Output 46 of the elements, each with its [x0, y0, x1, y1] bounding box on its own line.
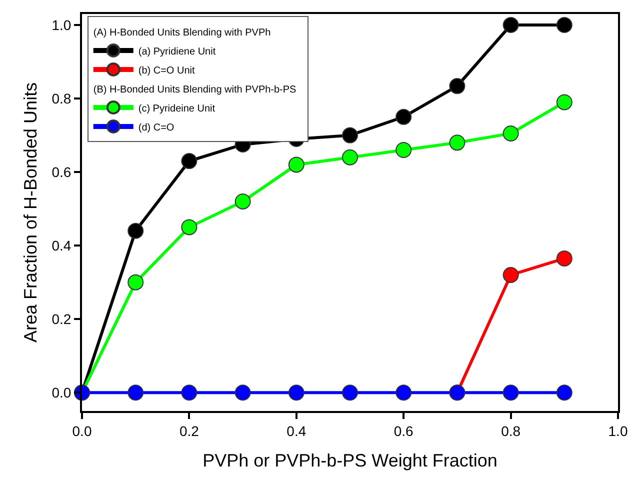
y-tick-label: 0.6: [52, 164, 72, 180]
legend-label: (d) C=O: [138, 122, 174, 134]
legend-label: (b) C=O Unit: [138, 65, 195, 76]
point: [342, 127, 358, 144]
point: [342, 149, 358, 166]
point: [128, 384, 144, 401]
y-tick-label: 0.0: [52, 384, 72, 401]
point: [342, 384, 358, 401]
x-axis-title: PVPh or PVPh-b-PS Weight Fraction: [202, 450, 498, 470]
point: [181, 219, 198, 236]
legend-title: (A) H-Bonded Units Blending with PVPh: [93, 27, 271, 38]
point: [502, 17, 519, 34]
x-tick-label: 0.2: [179, 422, 200, 439]
y-tick-label: 1.0: [52, 16, 72, 33]
point: [556, 384, 572, 401]
x-tick-label: 0.6: [394, 422, 414, 439]
annotation: (B) H-Bonded Units Blending with PVPh-b-PS: [93, 84, 297, 96]
point: [502, 266, 519, 283]
point: [502, 384, 519, 401]
point: [396, 142, 412, 158]
point: [288, 384, 304, 401]
point: [396, 384, 412, 401]
point: [556, 17, 572, 34]
point: [556, 250, 572, 266]
point: [128, 222, 144, 239]
point: [128, 274, 144, 290]
y-tick-label: 0.2: [52, 311, 72, 327]
x-tick-label: 0.0: [72, 422, 92, 439]
x-tick-label: 1.0: [608, 422, 628, 439]
point: [234, 193, 251, 210]
point: [288, 156, 304, 173]
point: [449, 134, 466, 151]
y-tick-label: 0.8: [52, 90, 72, 106]
y-tick-label: 0.4: [52, 237, 72, 254]
point: [556, 94, 572, 110]
point: [449, 78, 466, 94]
point: [502, 125, 519, 142]
x-tick-label: 0.8: [501, 422, 521, 439]
point: [181, 153, 198, 170]
legend-label: (c) Pyrideine Unit: [138, 103, 216, 114]
point: [181, 384, 198, 401]
x-tick-label: 0.4: [286, 422, 306, 439]
point: [396, 108, 412, 125]
legend-label: (a) Pyridiene Unit: [138, 46, 216, 58]
y-axis-title: Area Fraction of H-Bonded Units: [20, 82, 40, 343]
point: [234, 384, 251, 401]
